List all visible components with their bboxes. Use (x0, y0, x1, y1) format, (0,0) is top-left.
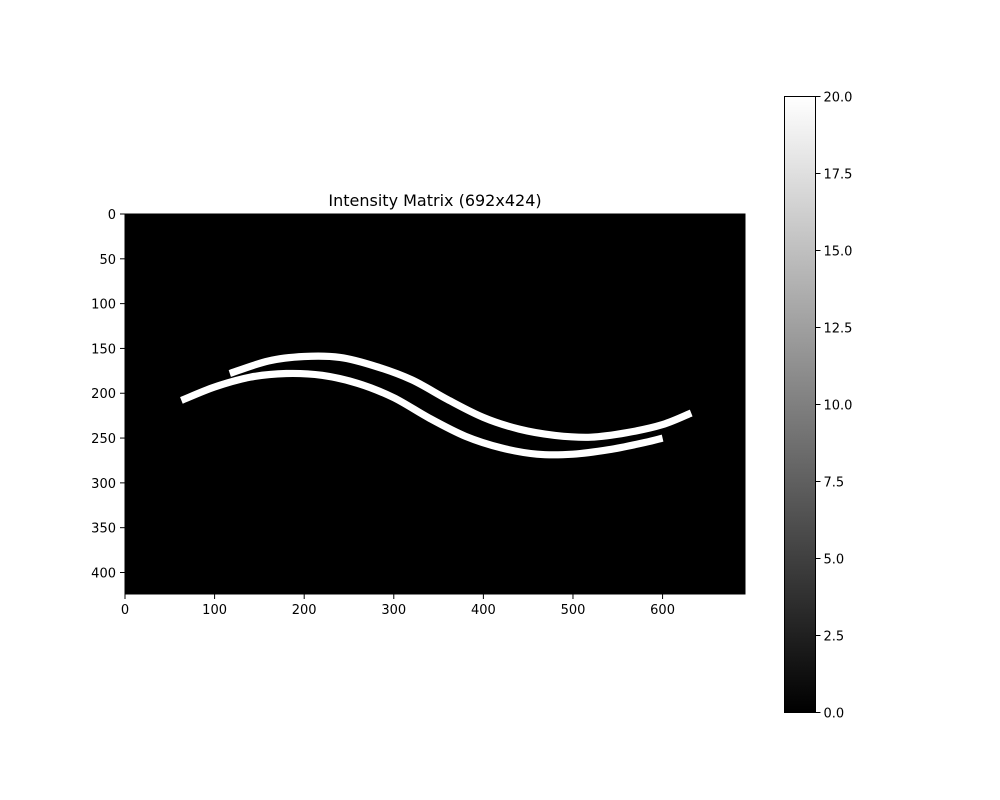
colorbar-tick-label: 10.0 (824, 399, 853, 414)
colorbar: 0.0 2.5 5.0 7.5 10.0 12.5 15.0 17.5 20.0 (784, 91, 853, 722)
chart-title: Intensity Matrix (692x424) (328, 191, 541, 210)
y-tick-label: 250 (91, 432, 116, 447)
y-tick-label: 350 (91, 522, 116, 537)
colorbar-tick-label: 5.0 (824, 553, 845, 568)
x-tick-label: 300 (381, 603, 406, 618)
x-tick-label: 100 (202, 603, 227, 618)
colorbar-ticks: 0.0 2.5 5.0 7.5 10.0 12.5 15.0 17.5 20.0 (815, 91, 853, 722)
heatmap-background (125, 214, 745, 594)
y-tick-label: 400 (91, 566, 116, 581)
x-axis: 0 100 200 300 400 500 600 (121, 594, 675, 618)
colorbar-tick-label: 7.5 (824, 476, 845, 491)
intensity-band-2 (180, 369, 664, 459)
plot-area (124, 213, 746, 595)
y-tick-label: 200 (91, 387, 116, 402)
bands-layer (180, 352, 693, 459)
y-tick-label: 50 (99, 253, 116, 268)
intensity-band-1 (228, 352, 693, 441)
y-tick-label: 0 (108, 208, 116, 223)
y-tick-label: 150 (91, 342, 116, 357)
colorbar-tick-label: 17.5 (824, 168, 853, 183)
x-tick-label: 0 (121, 603, 129, 618)
colorbar-tick-label: 12.5 (824, 322, 853, 337)
y-tick-label: 100 (91, 298, 116, 313)
plot-frame (124, 213, 746, 595)
y-axis: 0 50 100 150 200 250 300 350 400 (91, 208, 125, 581)
x-tick-label: 600 (650, 603, 675, 618)
colorbar-tick-label: 15.0 (824, 245, 853, 260)
y-tick-label: 300 (91, 477, 116, 492)
colorbar-tick-label: 2.5 (824, 630, 845, 645)
colorbar-tick-label: 20.0 (824, 91, 853, 106)
colorbar-gradient (784, 96, 816, 713)
x-tick-label: 400 (471, 603, 496, 618)
x-tick-label: 500 (561, 603, 586, 618)
colorbar-tick-label: 0.0 (824, 707, 845, 722)
x-tick-label: 200 (292, 603, 317, 618)
